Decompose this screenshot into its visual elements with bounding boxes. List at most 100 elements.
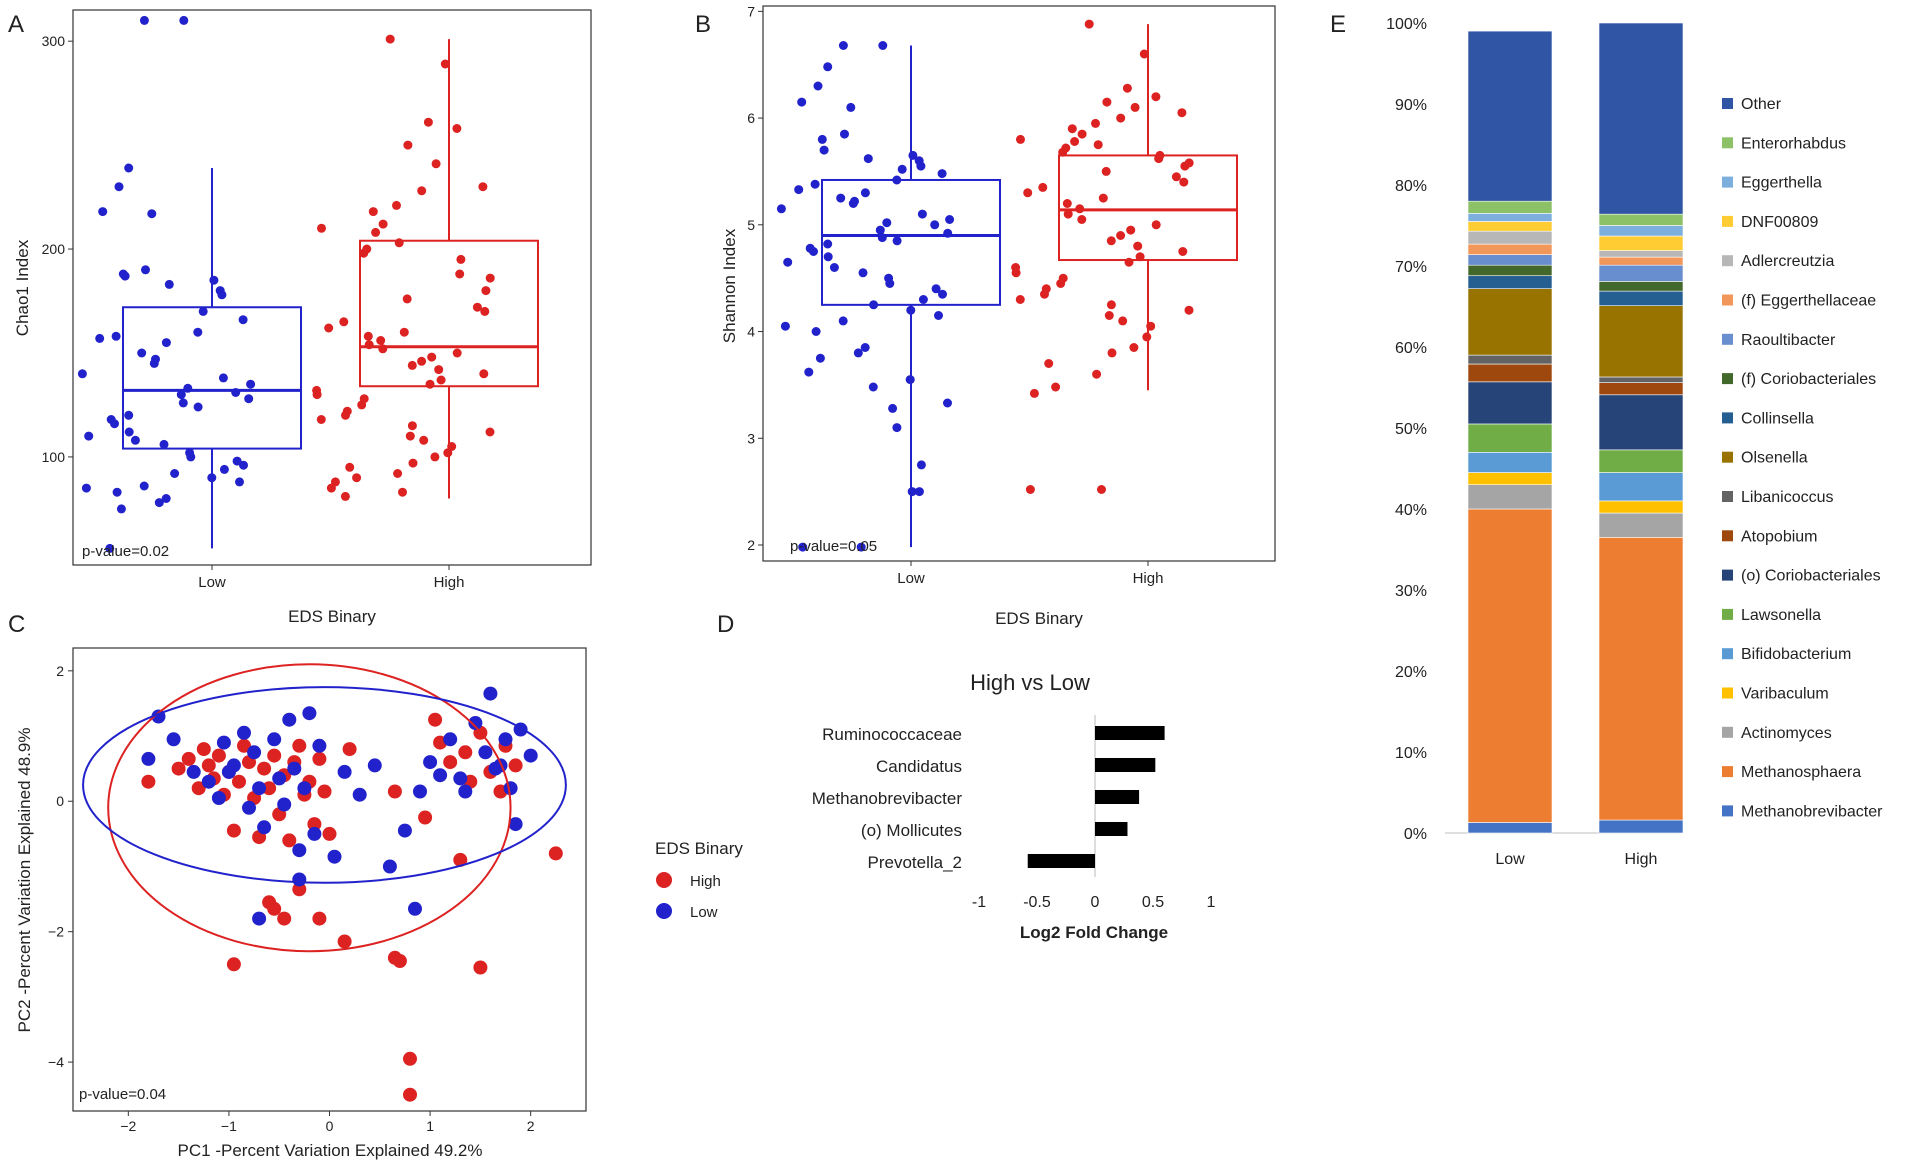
pca-point-high [403, 1051, 417, 1066]
point-low [907, 487, 917, 497]
point-low [170, 469, 180, 478]
point-high [1077, 129, 1087, 139]
fold-change-bar [1027, 854, 1095, 868]
panel-a-frame [72, 9, 592, 566]
pca-point-high [428, 712, 443, 727]
pca-point-low [216, 735, 231, 750]
fold-change-bar [1095, 822, 1128, 836]
legend-label: Adlercreutzia [1741, 253, 1834, 270]
point-high [443, 448, 453, 458]
point-low [235, 477, 244, 487]
point-low [815, 353, 825, 363]
point-low [840, 129, 849, 139]
pca-point-low [483, 686, 498, 701]
y-tick-label: 40% [1395, 502, 1427, 519]
legend-swatch [1722, 726, 1733, 738]
point-high [1011, 268, 1021, 278]
stack-segment [1598, 290, 1684, 306]
panel-d-x-axis-label: Log2 Fold Change [1020, 923, 1168, 942]
pca-point-high [403, 1087, 417, 1102]
stack-segment [1598, 281, 1684, 292]
y-tick-label: 90% [1395, 97, 1427, 114]
point-low [198, 306, 208, 316]
point-low [917, 209, 927, 219]
y-tick-label: 100 [42, 449, 66, 465]
pca-point-low [397, 823, 412, 838]
point-low [868, 382, 878, 392]
point-high [341, 410, 350, 420]
point-low [885, 279, 895, 288]
point-high [357, 400, 367, 410]
point-low [908, 150, 918, 160]
point-low [139, 481, 149, 491]
point-low [219, 464, 229, 474]
pca-point-high [201, 758, 216, 773]
point-low [124, 427, 134, 437]
point-low [77, 369, 87, 379]
point-high [1139, 49, 1149, 59]
point-low [105, 543, 115, 553]
pca-point-low [211, 791, 226, 805]
point-low [937, 169, 947, 179]
legend-label: Varibaculum [1741, 686, 1829, 703]
pca-point-low [493, 758, 508, 773]
point-high [1023, 188, 1033, 198]
legend-label: DNF00809 [1741, 214, 1818, 231]
x-tick-label: 0 [1091, 894, 1100, 911]
point-high [317, 223, 326, 233]
point-high [407, 360, 417, 370]
legend-swatch [1722, 373, 1733, 385]
point-high [452, 124, 462, 133]
point-low [179, 15, 189, 25]
point-low [217, 290, 227, 300]
pca-point-high [267, 748, 282, 763]
pca-point-low [337, 764, 352, 779]
pca-point-high [307, 817, 322, 832]
point-low [931, 284, 941, 294]
stack-segment [1598, 225, 1684, 237]
pca-point-high [226, 823, 241, 838]
pca-point-high [392, 954, 407, 968]
pca-point-low [453, 771, 468, 786]
point-high [1091, 118, 1100, 128]
box-high [1058, 154, 1238, 262]
point-high [1038, 182, 1048, 192]
point-high [316, 415, 326, 424]
pca-point-high [282, 833, 297, 848]
point-high [1180, 161, 1190, 171]
legend-label: Olsenella [1741, 450, 1808, 467]
point-high [440, 59, 450, 69]
point-high [402, 294, 412, 304]
y-tick-label: −4 [48, 1054, 64, 1070]
stack-segment [1467, 451, 1553, 473]
point-high [363, 331, 373, 341]
point-high [431, 159, 441, 169]
panel-e-legend: Other Enterorhabdus Eggerthella DNF00809 Adl… [1722, 96, 1883, 820]
stack-segment [1598, 500, 1684, 514]
stack-segment [1598, 235, 1684, 251]
point-low [853, 348, 863, 358]
legend-swatch [1722, 294, 1733, 306]
point-low [930, 220, 940, 230]
pca-point-high [262, 781, 277, 796]
point-low [848, 199, 858, 208]
pca-point-high [453, 852, 468, 867]
x-tick-label: 1 [426, 1118, 434, 1134]
stack-segment [1598, 376, 1684, 383]
point-high [1063, 209, 1073, 219]
point-high [1058, 147, 1068, 157]
legend-label-low: Low [690, 904, 718, 921]
box-high [359, 239, 539, 388]
pca-point-high [292, 882, 307, 897]
stack-segment [1467, 472, 1553, 485]
point-high [1077, 215, 1087, 224]
point-high [480, 306, 490, 316]
point-high [1067, 124, 1077, 134]
pca-point-high [237, 738, 251, 753]
point-low [141, 265, 150, 275]
point-low [81, 483, 91, 493]
point-high [1118, 316, 1128, 326]
point-low [193, 327, 203, 337]
point-high [1154, 154, 1164, 164]
point-low [858, 268, 868, 278]
